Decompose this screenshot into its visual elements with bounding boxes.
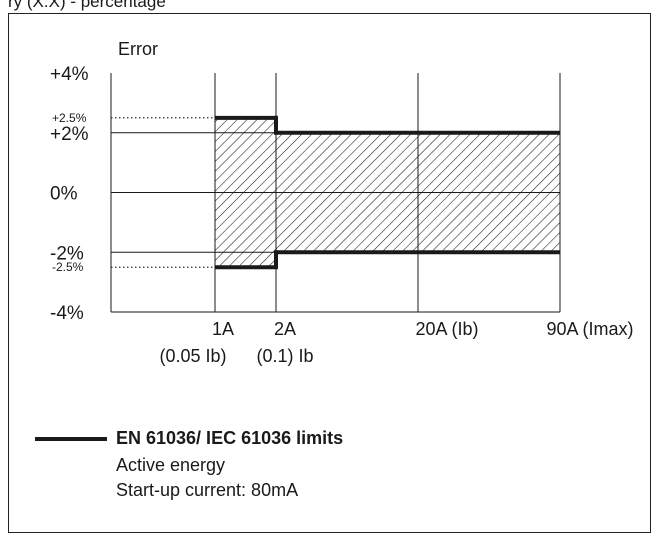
header-fragment: ry (X.X) - percentage (8, 0, 166, 11)
error-limits-chart: Error +4% +2.5%+2% 0% -2%-2.5% -4% 1A (0.05 Ib)… (50, 39, 634, 366)
limit-area-1 (215, 117, 276, 268)
label-layer: Error +4% +2.5%+2% 0% -2%-2.5% -4% 1A (0.05 Ib)… (50, 39, 634, 366)
y-tick-label--2: -2% (50, 243, 84, 264)
limit-area-layer (215, 115, 560, 270)
x-tick-sublabel-1: (0.05 Ib) (159, 346, 226, 366)
x-tick-label-3: 20A (Ib) (415, 319, 478, 339)
legend-line-2: Start-up current: 80mA (116, 480, 299, 500)
x-tick-label-1: 1A (212, 319, 234, 339)
legend-line-1: Active energy (116, 455, 226, 475)
x-tick-label-4: 90A (Imax) (546, 319, 633, 339)
y-tick-label-0: 0% (50, 184, 78, 205)
limit-area-2 (276, 132, 560, 253)
y-tick-label-4: +4% (50, 64, 89, 85)
x-tick-sublabel-2: (0.1) Ib (256, 346, 313, 366)
y-tick-label--4: -4% (50, 303, 84, 324)
y-tick-label-2: +2% (50, 124, 89, 145)
legend-line-swatch (35, 437, 107, 441)
axis-layer (110, 73, 560, 313)
x-tick-label-2: 2A (274, 319, 296, 339)
y-tick-label--2.5: -2.5% (52, 260, 84, 274)
y-axis-label: Error (118, 39, 158, 59)
legend-title: EN 61036/ IEC 61036 limits (116, 428, 344, 448)
y-tick-label-2.5: +2.5% (52, 111, 87, 125)
